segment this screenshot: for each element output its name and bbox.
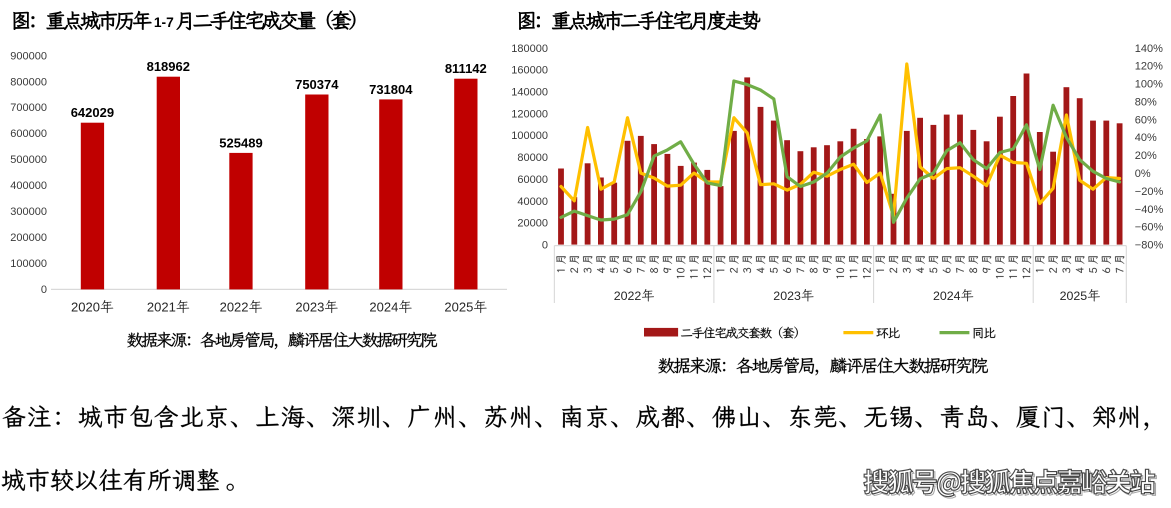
svg-text:80%: 80% (1135, 97, 1157, 109)
svg-text:140%: 140% (1135, 43, 1163, 55)
svg-text:80000: 80000 (517, 152, 548, 164)
svg-text:0%: 0% (1135, 168, 1151, 180)
svg-text:400000: 400000 (10, 180, 47, 192)
svg-text:120000: 120000 (511, 108, 548, 120)
svg-text:2024: 2024 (933, 289, 961, 303)
svg-text:525489: 525489 (219, 135, 262, 150)
svg-text:500000: 500000 (10, 154, 47, 166)
svg-text:818962: 818962 (147, 59, 190, 74)
svg-text:811142: 811142 (445, 61, 487, 76)
svg-text:2022: 2022 (614, 289, 642, 303)
svg-text:731804: 731804 (369, 82, 413, 97)
svg-text:750374: 750374 (295, 77, 339, 92)
svg-text:800000: 800000 (10, 76, 47, 88)
svg-text:−20%: −20% (1135, 186, 1164, 198)
svg-text:60000: 60000 (517, 174, 548, 186)
svg-text:642029: 642029 (71, 105, 114, 120)
svg-text:100%: 100% (1135, 79, 1163, 91)
svg-text:120%: 120% (1135, 61, 1163, 73)
svg-text:2025: 2025 (444, 300, 473, 315)
svg-text:−60%: −60% (1135, 222, 1164, 234)
svg-text:2023: 2023 (295, 300, 324, 315)
svg-text:2024: 2024 (369, 300, 398, 315)
svg-text:40%: 40% (1135, 132, 1157, 144)
svg-text:160000: 160000 (511, 65, 548, 77)
svg-text:2025: 2025 (1060, 289, 1088, 303)
svg-text:180000: 180000 (511, 43, 548, 55)
svg-text:60%: 60% (1135, 114, 1157, 126)
svg-text:100000: 100000 (511, 130, 548, 142)
svg-text:600000: 600000 (10, 128, 47, 140)
svg-text:40000: 40000 (517, 196, 548, 208)
svg-text:2023: 2023 (773, 289, 801, 303)
svg-text:700000: 700000 (10, 102, 47, 114)
svg-text:1-7: 1-7 (154, 15, 174, 30)
svg-text:2021: 2021 (147, 300, 176, 315)
svg-text:0: 0 (542, 240, 548, 252)
svg-text:140000: 140000 (511, 87, 548, 99)
svg-text:300000: 300000 (10, 206, 47, 218)
svg-text:0: 0 (41, 284, 47, 296)
svg-text:100000: 100000 (10, 258, 47, 270)
svg-text:−80%: −80% (1135, 240, 1164, 252)
svg-text:20000: 20000 (517, 218, 548, 230)
svg-text:20%: 20% (1135, 150, 1157, 162)
svg-text:900000: 900000 (10, 50, 47, 62)
svg-text:−40%: −40% (1135, 204, 1164, 216)
svg-text:2022: 2022 (220, 300, 249, 315)
svg-text:2020: 2020 (71, 300, 100, 315)
svg-text:200000: 200000 (10, 232, 47, 244)
